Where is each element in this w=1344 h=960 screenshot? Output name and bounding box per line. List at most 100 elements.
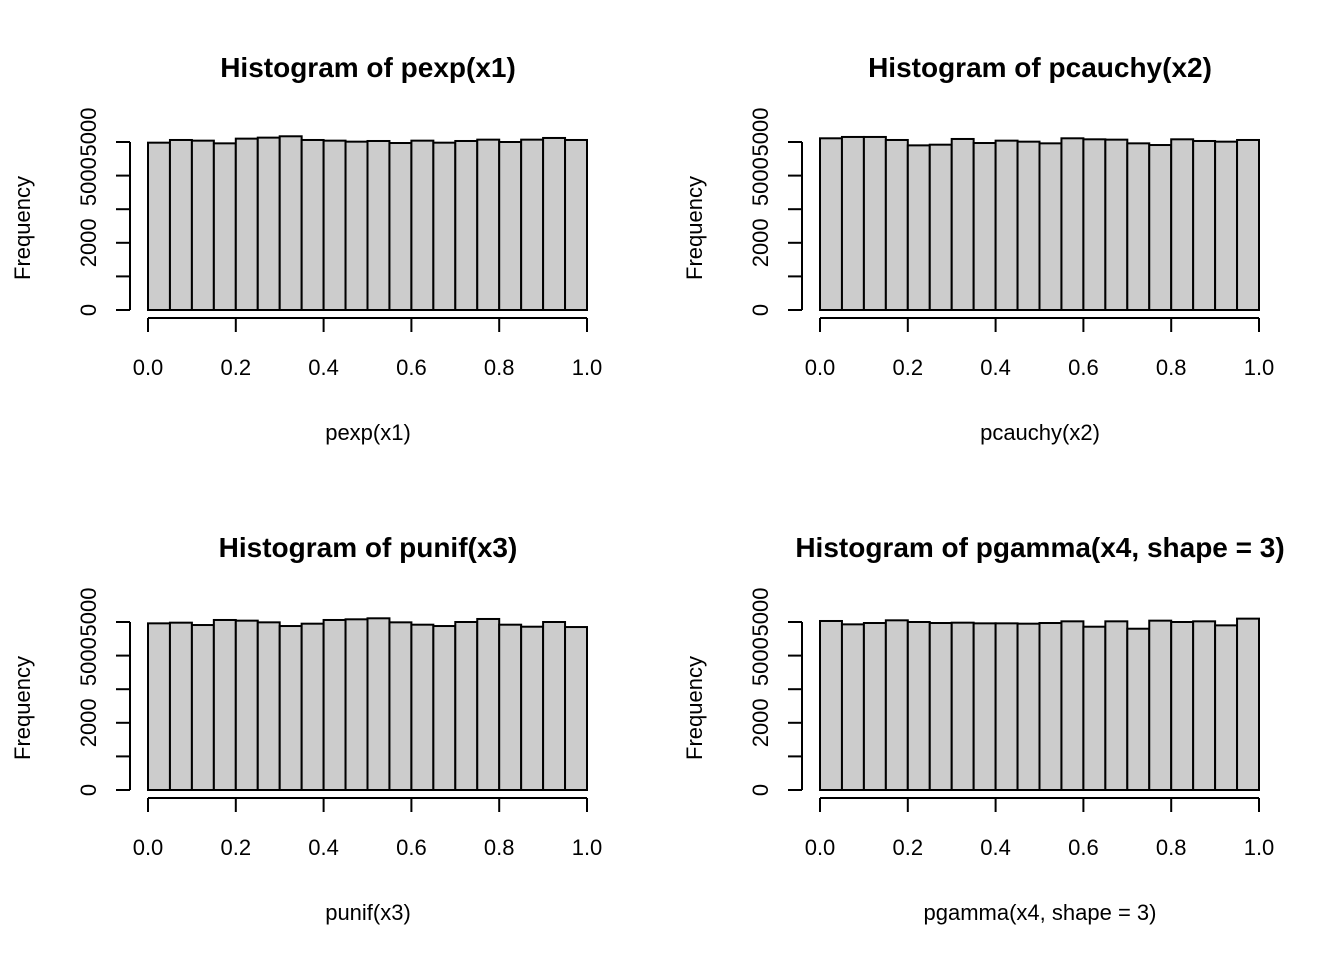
y-tick-label: 0 bbox=[748, 304, 773, 316]
histogram-bar bbox=[300, 138, 325, 311]
x-tick-label: 0.2 bbox=[893, 835, 924, 860]
histogram-bar bbox=[1236, 617, 1261, 792]
y-tick-label: 5000 bbox=[76, 588, 101, 637]
x-axis: 0.0 0.2 0.4 0.6 0.8 1.0 bbox=[133, 317, 602, 380]
y-tick-label: 5000 bbox=[748, 108, 773, 157]
y-tick-label: 2000 bbox=[76, 698, 101, 747]
histogram-bar bbox=[190, 624, 215, 791]
x-tick-label: 0.8 bbox=[484, 355, 515, 380]
histogram-panel-4: Histogram of pgamma(x4, shape = 3) 0.0 0.2… bbox=[682, 532, 1285, 925]
histogram-bar bbox=[388, 142, 413, 311]
histogram-bar bbox=[256, 136, 281, 311]
histogram-panel-2: Histogram of pcauchy(x2) 0.0 0.2 0.4 0.6 0.8 1… bbox=[682, 52, 1274, 445]
bars bbox=[147, 617, 588, 792]
y-tick-label: 2000 bbox=[748, 218, 773, 267]
y-axis-title: Frequency bbox=[682, 656, 707, 760]
histogram-bar bbox=[950, 621, 975, 791]
histogram-bar bbox=[476, 617, 501, 792]
y-axis-title: Frequency bbox=[10, 656, 35, 760]
histogram-bar bbox=[862, 622, 887, 791]
histogram-panel-1: Histogram of pexp(x1)0.0 0.2 0.4 0.6 0.8 1.00… bbox=[10, 52, 602, 445]
histogram-bar bbox=[884, 138, 909, 311]
x-axis: 0.0 0.2 0.4 0.6 0.8 1.0 bbox=[805, 797, 1275, 860]
histogram-bar bbox=[1170, 621, 1195, 791]
histogram-bar bbox=[1192, 620, 1217, 791]
x-tick-label: 1.0 bbox=[1244, 835, 1275, 860]
y-axis-title: Frequency bbox=[10, 176, 35, 280]
chart-title: Histogram of pexp(x1) bbox=[220, 52, 516, 83]
histogram-bar bbox=[454, 139, 479, 311]
histogram-bar bbox=[862, 135, 887, 311]
histogram-bar bbox=[212, 142, 237, 311]
x-tick-label: 0.8 bbox=[1156, 835, 1187, 860]
x-tick-label: 0.0 bbox=[133, 355, 164, 380]
x-axis-title: punif(x3) bbox=[325, 900, 411, 925]
histogram-bar bbox=[819, 137, 843, 311]
histogram-bar bbox=[322, 618, 347, 792]
x-tick-label: 0.2 bbox=[893, 355, 924, 380]
histogram-bar bbox=[1148, 619, 1173, 791]
x-tick-label: 0.0 bbox=[133, 835, 164, 860]
x-tick-label: 0.6 bbox=[1068, 355, 1099, 380]
x-tick-label: 0.0 bbox=[805, 355, 836, 380]
histogram-bar bbox=[972, 142, 997, 311]
histogram-bar bbox=[972, 622, 997, 791]
y-tick-label: 5000 bbox=[748, 637, 773, 686]
histogram-bar bbox=[1038, 142, 1063, 311]
histogram-bar bbox=[256, 621, 281, 791]
x-tick-label: 1.0 bbox=[1244, 355, 1275, 380]
histogram-bar bbox=[454, 621, 479, 791]
histogram-bar bbox=[1082, 138, 1107, 311]
histogram-bar bbox=[884, 619, 909, 791]
histogram-bar bbox=[168, 138, 193, 311]
histogram-bar bbox=[410, 623, 435, 791]
x-tick-label: 0.6 bbox=[1068, 835, 1099, 860]
chart-title: Histogram of punif(x3) bbox=[219, 532, 518, 563]
y-tick-label: 5000 bbox=[76, 157, 101, 206]
histogram-bar bbox=[819, 619, 843, 791]
histogram-bar bbox=[1170, 138, 1195, 311]
histogram-bar bbox=[906, 621, 931, 791]
histogram-bar bbox=[190, 139, 215, 311]
histogram-bar bbox=[212, 618, 237, 792]
x-tick-label: 0.4 bbox=[980, 355, 1011, 380]
histogram-bar bbox=[344, 618, 369, 792]
x-tick-label: 0.4 bbox=[308, 835, 339, 860]
histogram-bar bbox=[432, 141, 457, 311]
histogram-bar bbox=[1214, 140, 1239, 311]
histogram-bar bbox=[1192, 139, 1217, 311]
x-tick-label: 0.6 bbox=[396, 355, 427, 380]
histogram-bar bbox=[498, 623, 523, 791]
histogram-bar bbox=[950, 137, 975, 311]
histogram-bar bbox=[344, 140, 369, 311]
histogram-bar bbox=[928, 622, 953, 791]
histogram-bar bbox=[994, 139, 1019, 311]
y-tick-label: 5000 bbox=[76, 637, 101, 686]
histogram-bar bbox=[1214, 624, 1239, 791]
x-tick-label: 0.6 bbox=[396, 835, 427, 860]
histogram-bar bbox=[1148, 144, 1173, 311]
histogram-bar bbox=[1126, 627, 1151, 791]
histogram-bar bbox=[906, 144, 931, 311]
histogram-bar bbox=[1104, 138, 1129, 311]
histogram-bar bbox=[147, 141, 171, 311]
histogram-bar bbox=[366, 139, 391, 311]
histogram-bar bbox=[564, 626, 588, 791]
histogram-bar bbox=[840, 623, 865, 791]
histogram-bar bbox=[410, 139, 435, 311]
x-axis: 0.0 0.2 0.4 0.6 0.8 1.0 bbox=[133, 797, 602, 860]
histogram-bar bbox=[234, 137, 259, 311]
x-axis: 0.0 0.2 0.4 0.6 0.8 1.0 bbox=[805, 317, 1275, 380]
x-tick-label: 0.8 bbox=[1156, 355, 1187, 380]
x-tick-label: 0.2 bbox=[221, 355, 252, 380]
y-tick-label: 2000 bbox=[748, 698, 773, 747]
x-tick-label: 0.0 bbox=[805, 835, 836, 860]
x-tick-label: 0.8 bbox=[484, 835, 515, 860]
histogram-bar bbox=[498, 141, 523, 311]
y-tick-label: 0 bbox=[76, 304, 101, 316]
y-tick-label: 0 bbox=[748, 784, 773, 796]
histogram-bar bbox=[432, 625, 457, 791]
histogram-panel-3: Histogram of punif(x3) 0.0 0.2 0.4 0.6 0.8 1.0… bbox=[10, 532, 602, 925]
histogram-bar bbox=[520, 138, 545, 311]
